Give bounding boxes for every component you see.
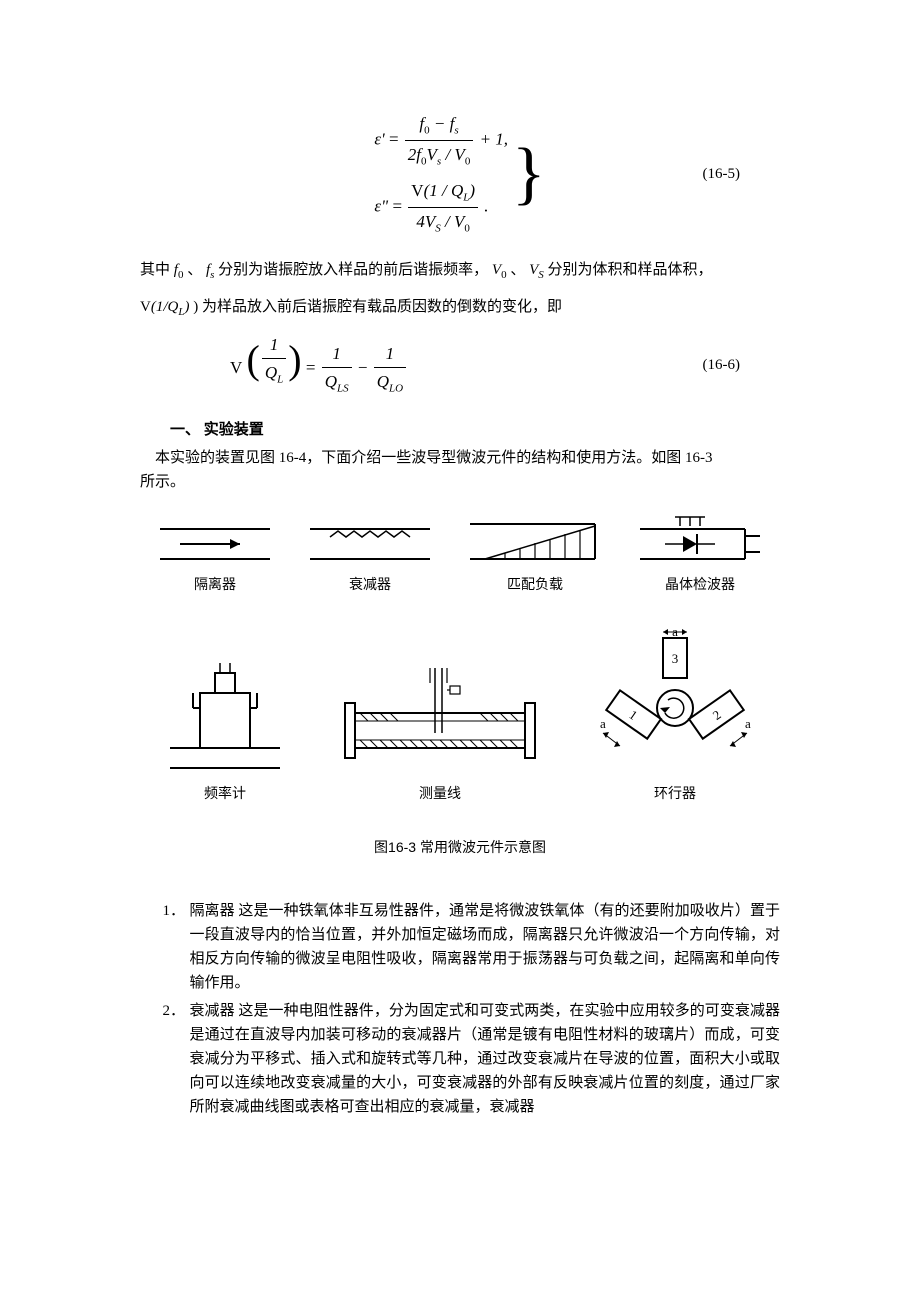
svg-text:a: a	[600, 716, 606, 731]
component-list: 1． 隔离器 这是一种铁氧体非互易性器件，通常是将微波铁氧体（有的还要附加吸收片…	[140, 899, 780, 1119]
measline-icon	[330, 658, 550, 778]
equation-16-5: ε' = f0 − fs 2f0Vs / V0 + 1, ε" = V(1 / …	[140, 110, 780, 238]
fig-freqmeter: 频率计	[160, 658, 290, 806]
eq-content: V ( 1 QL ) = 1 QLS − 1 QLO	[230, 331, 408, 398]
figure-caption: 图16-3 常用微波元件示意图	[140, 836, 780, 858]
para-3: 本实验的装置见图 16-4，下面介绍一些波导型微波元件的结构和使用方法。如图 1…	[140, 446, 780, 470]
circ-label-3: 3	[672, 651, 679, 666]
eq-content: ε' = f0 − fs 2f0Vs / V0 + 1, ε" = V(1 / …	[374, 110, 545, 238]
eq1-line1-lhs: ε'	[374, 129, 384, 148]
detector-icon	[635, 514, 765, 569]
fig-circulator: 3 a 1 a 2 a	[590, 628, 760, 806]
figure-row-1: 隔离器 衰减器 匹配负载	[140, 514, 780, 597]
load-icon	[465, 514, 605, 569]
svg-text:a: a	[745, 716, 751, 731]
eq1-line2-tail: .	[484, 196, 488, 215]
eq1-line1-tail: + 1,	[480, 129, 508, 148]
fig-matched-load: 匹配负载	[465, 514, 605, 597]
equation-16-6: V ( 1 QL ) = 1 QLS − 1 QLO (16-6)	[140, 331, 780, 398]
fig-measline: 测量线	[330, 658, 550, 806]
fig-isolator: 隔离器	[155, 519, 275, 597]
list-item: 1． 隔离器 这是一种铁氧体非互易性器件，通常是将微波铁氧体（有的还要附加吸收片…	[163, 899, 781, 995]
figure-16-3: 隔离器 衰减器 匹配负载	[140, 514, 780, 858]
figure-row-2: 频率计	[140, 628, 780, 806]
freqmeter-icon	[160, 658, 290, 778]
svg-text:1: 1	[626, 707, 640, 723]
eq-number: (16-6)	[703, 353, 741, 377]
svg-text:a: a	[672, 628, 678, 639]
eq-number: (16-5)	[703, 162, 741, 186]
list-item: 2． 衰减器 这是一种电阻性器件，分为固定式和可变式两类，在实验中应用较多的可变…	[163, 999, 781, 1119]
attenuator-icon	[305, 519, 435, 569]
fig-attenuator: 衰减器	[305, 519, 435, 597]
section-title: 一、 实验装置	[140, 418, 780, 442]
svg-text:2: 2	[710, 707, 724, 723]
circulator-icon: 3 a 1 a 2 a	[590, 628, 760, 778]
eq1-line2-lhs: ε"	[374, 196, 388, 215]
fig-detector: 晶体检波器	[635, 514, 765, 597]
isolator-icon	[155, 519, 275, 569]
para-2: V(1/QL) ) 为样品放入前后谐振腔有载品质因数的倒数的变化，即	[140, 295, 780, 322]
para-3b: 所示。	[140, 470, 780, 494]
para-1: 其中 f0 、 fs 分别为谐振腔放入样品的前后谐振频率， V0 、 VS 分别…	[140, 258, 780, 285]
